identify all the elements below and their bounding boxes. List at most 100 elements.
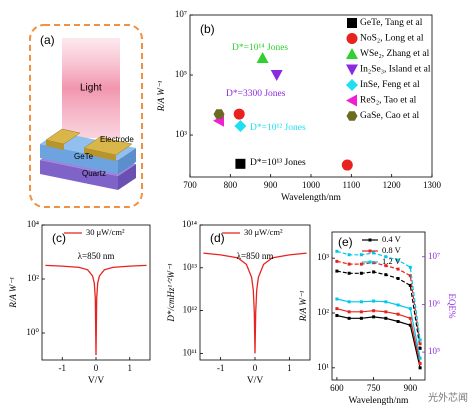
data-line (203, 252, 307, 354)
legend-marker (346, 33, 358, 44)
electrode-label: Electrode (100, 135, 134, 144)
legend-label: 1.2 V (382, 256, 402, 266)
data-point (235, 158, 246, 169)
quartz-side (118, 164, 136, 190)
x-axis-label: V/V (247, 376, 264, 386)
data-point (372, 251, 376, 255)
data-point (359, 316, 363, 320)
data-point (396, 303, 400, 307)
data-point (384, 300, 388, 304)
x-tick-label: 0 (94, 363, 99, 373)
data-point (359, 310, 363, 314)
data-point (347, 262, 351, 266)
gete-label: GeTe (74, 152, 94, 161)
y-tick-label: 10⁰ (26, 327, 39, 337)
x-tick-label: 900 (264, 180, 278, 190)
x-tick-label: 1300 (423, 180, 442, 190)
data-point (335, 314, 339, 318)
data-point (384, 255, 388, 259)
gete-side (118, 148, 136, 174)
x-tick-label: 1 (287, 363, 292, 373)
x-tick-label: 700 (183, 180, 197, 190)
data-point (335, 259, 339, 263)
annotation: D*=10¹⁴ Jones (232, 43, 288, 53)
data-line (45, 264, 147, 356)
panel-label: (e) (338, 235, 353, 249)
x-tick-label: -1 (59, 363, 67, 373)
y-tick-label: 10⁷ (175, 9, 187, 19)
legend-marker (368, 238, 372, 242)
x-tick-label: 1200 (383, 180, 402, 190)
data-point (396, 276, 400, 280)
legend-label: 0.8 V (382, 245, 402, 255)
data-point (372, 270, 376, 274)
data-point (335, 297, 339, 301)
data-point (384, 264, 388, 268)
data-line-y2 (336, 260, 421, 344)
data-point (384, 310, 388, 314)
electrode-front (84, 148, 116, 161)
data-point (396, 312, 400, 316)
data-point (359, 271, 363, 275)
data-point (347, 253, 351, 257)
legend-marker (368, 249, 372, 253)
legend-label: ReS₂, Tao et al (360, 96, 417, 106)
y-tick-label: 10¹³ (183, 262, 198, 272)
y-tick-label: 10⁵ (175, 69, 187, 79)
legend-label: 30 μW/cm² (244, 227, 283, 237)
gete-front (40, 144, 118, 174)
y-axis-label: R/A W⁻¹ (156, 80, 166, 112)
data-point (408, 323, 412, 327)
legend-label: NoS₂, Long et al (360, 34, 424, 44)
legend-label: GaSe, Cao et al (360, 111, 419, 121)
data-point (384, 273, 388, 277)
x-tick-label: 1000 (302, 180, 321, 190)
legend-label: GeTe, Tang et al (360, 18, 423, 28)
legend-marker (346, 111, 358, 121)
annotation: D*=10¹³ Jones (250, 158, 306, 168)
data-point (213, 109, 225, 119)
panel-label: (b) (200, 22, 215, 36)
data-point (233, 108, 245, 120)
data-point (418, 342, 422, 346)
data-point (418, 346, 422, 350)
data-point (359, 253, 363, 257)
data-point (372, 315, 376, 319)
legend-label: InSe, Feng et al (360, 80, 420, 90)
annotation: λ=850 nm (237, 251, 274, 261)
data-point (347, 316, 351, 320)
data-point (418, 361, 422, 365)
x-tick-label: -1 (217, 363, 225, 373)
panel-border (29, 24, 143, 208)
watermark: 光外芯闻 (428, 391, 468, 404)
x-tick-label: 600 (330, 383, 344, 393)
data-point (396, 267, 400, 271)
legend-marker (346, 48, 358, 59)
data-point (347, 310, 351, 314)
data-point (408, 307, 412, 311)
plot-frame (331, 231, 426, 381)
quartz-front (40, 160, 118, 190)
data-line-y2 (336, 270, 421, 349)
y-tick-label: 10¹² (183, 305, 198, 315)
data-point (396, 319, 400, 323)
legend-marker (346, 64, 358, 76)
y-tick-label: 10¹¹ (183, 347, 198, 357)
panel-label: (c) (52, 231, 66, 245)
x-axis-label: V/V (88, 376, 105, 386)
legend-marker (346, 94, 357, 107)
data-point (347, 271, 351, 275)
data-point (372, 309, 376, 313)
y-tick-label: 10¹⁴ (182, 219, 197, 229)
legend-marker (346, 79, 358, 91)
light-beam (62, 38, 120, 138)
legend-label: 0.4 V (382, 234, 402, 244)
y-tick-label: 10³ (317, 252, 329, 262)
legend-label: 30 μW/cm² (86, 227, 125, 237)
y2-tick-label: 10⁶ (428, 298, 440, 308)
data-line (336, 308, 421, 364)
data-point (408, 283, 412, 287)
y2-tick-label: 10⁵ (428, 346, 440, 356)
legend-label: In₂Se₃, Island et al (360, 65, 431, 75)
